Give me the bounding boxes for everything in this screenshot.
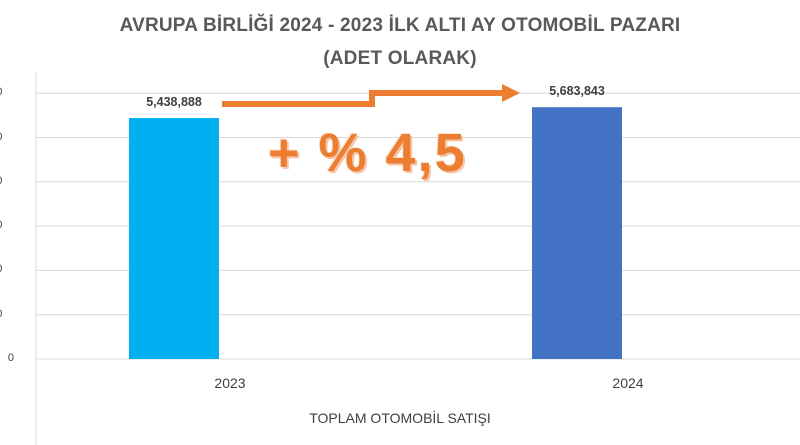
growth-annotation: + % 4,5: [268, 123, 467, 183]
x-axis-label: TOPLAM OTOMOBİL SATIŞI: [309, 410, 491, 426]
chart-subtitle: (ADET OLARAK): [323, 48, 477, 69]
chart-title: AVRUPA BİRLİĞİ 2024 - 2023 İLK ALTI AY O…: [119, 15, 681, 36]
bar-2023: [129, 118, 219, 360]
y-tick-label: 0: [7, 352, 14, 364]
x-tick-label-2024: 2024: [612, 375, 644, 391]
data-label-2024: 5,683,843: [549, 84, 605, 99]
x-tick-label-2023: 2023: [214, 375, 246, 391]
growth-arrow-head: [502, 84, 520, 102]
bar-2024: [532, 107, 622, 360]
data-label-2023: 5,438,888: [146, 95, 202, 110]
growth-arrow: [222, 90, 505, 107]
